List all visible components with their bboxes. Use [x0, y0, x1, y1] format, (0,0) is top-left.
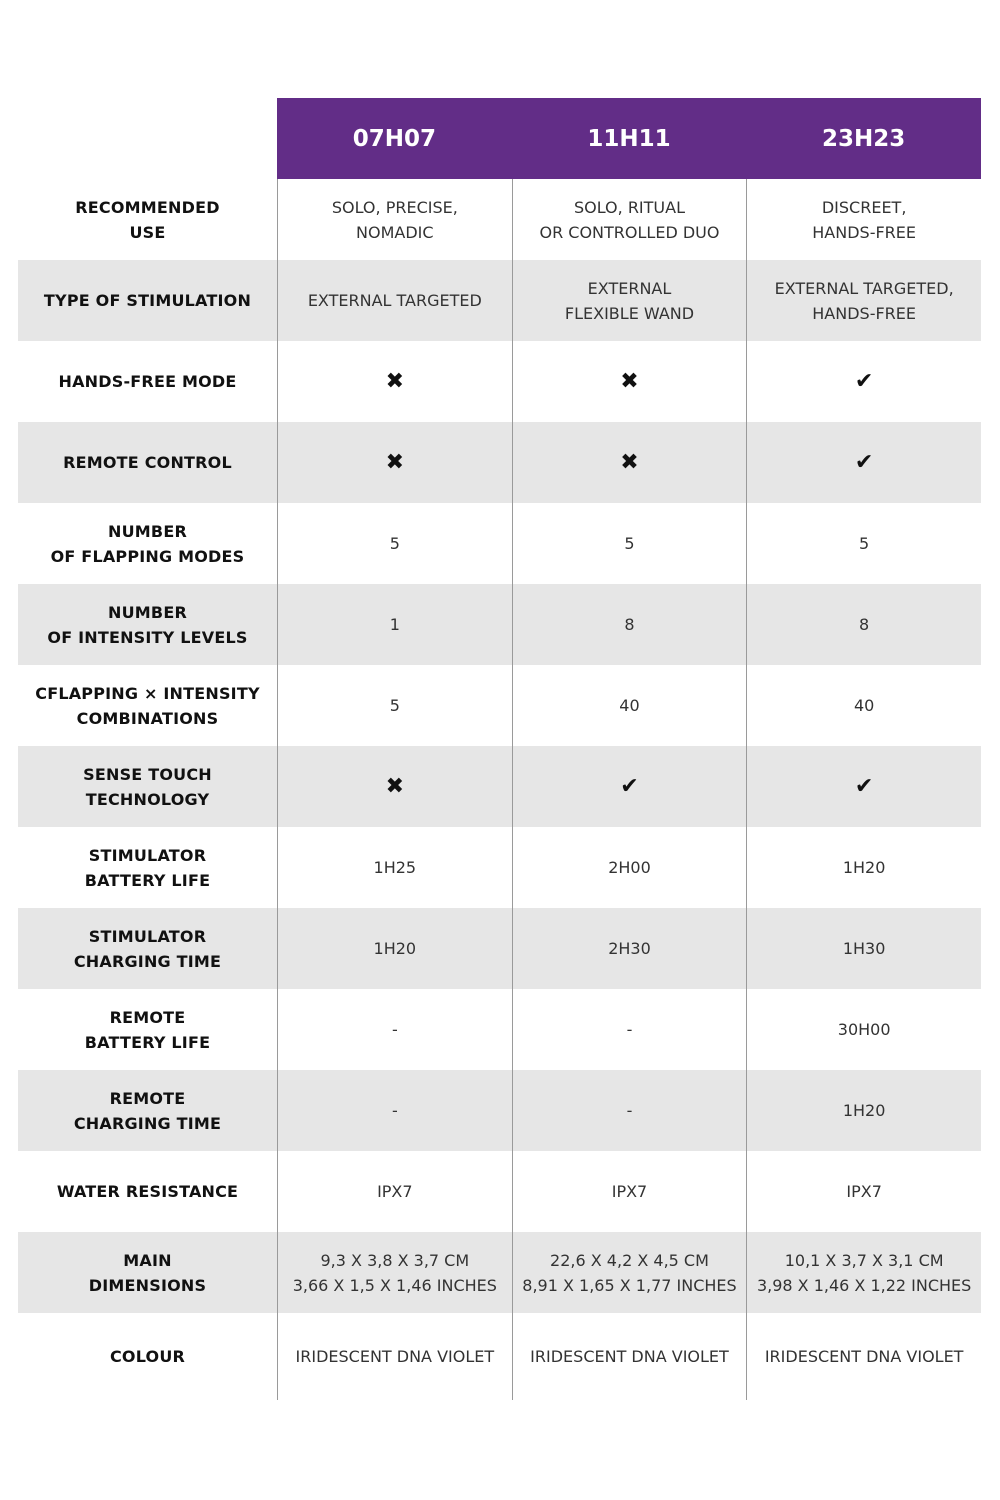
table-row: HANDS-FREE MODE ✖ ✖ ✔	[18, 341, 981, 422]
table-cell: 10,1 X 3,7 X 3,1 CM 3,98 X 1,46 X 1,22 I…	[746, 1232, 981, 1313]
table-cell: 8	[746, 584, 981, 665]
header-blank	[18, 98, 277, 179]
table-cell: 5	[277, 503, 512, 584]
row-label: TYPE OF STIMULATION	[43, 291, 252, 310]
table-row: MAIN DIMENSIONS 9,3 X 3,8 X 3,7 CM 3,66 X…	[18, 1232, 981, 1313]
table-cell: 1H20	[277, 908, 512, 989]
cross-icon: ✖	[277, 341, 512, 422]
product-header-23h23: 23H23	[746, 98, 981, 179]
table-row: COLOUR IRIDESCENT DNA VIOLET IRIDESCENT DN…	[18, 1313, 981, 1400]
table-row: REMOTE CHARGING TIME - -1H20	[18, 1070, 981, 1151]
table-cell: 22,6 X 4,2 X 4,5 CM 8,91 X 1,65 X 1,77 I…	[511, 1232, 747, 1313]
product-header-11h11: 11H11	[511, 98, 747, 179]
check-icon: ✔	[746, 746, 981, 827]
table-cell: 9,3 X 3,8 X 3,7 CM 3,66 X 1,5 X 1,46 INC…	[277, 1232, 512, 1313]
table-cell: 8	[511, 584, 747, 665]
table-row: CFLAPPING × INTENSITY COMBINATIONS 5 40 40	[18, 665, 981, 746]
row-label: STIMULATOR CHARGING TIME	[73, 926, 222, 971]
table-cell: 40	[746, 665, 981, 746]
table-cell: -	[511, 989, 747, 1070]
table-cell: 30H00	[746, 989, 981, 1070]
table-cell: 1H25	[277, 827, 512, 908]
row-label: MAIN DIMENSIONS	[88, 1250, 207, 1295]
table-cell: IPX7	[746, 1151, 981, 1232]
table-cell: IRIDESCENT DNA VIOLET	[746, 1313, 981, 1400]
table-row: REMOTE CONTROL ✖ ✖ ✔	[18, 422, 981, 503]
table-cell: SOLO, PRECISE, NOMADIC	[277, 179, 512, 260]
row-label: HANDS-FREE MODE	[58, 372, 237, 391]
cross-icon: ✖	[511, 422, 747, 503]
table-cell: 5	[511, 503, 747, 584]
table-cell: -	[277, 989, 512, 1070]
comparison-table: 07H07 11H11 23H23 RECOMMENDED USE SOLO, P…	[18, 98, 981, 1400]
row-label: RECOMMENDED USE	[75, 197, 220, 242]
check-icon: ✔	[511, 746, 747, 827]
row-label: REMOTE CHARGING TIME	[73, 1088, 222, 1133]
cross-icon: ✖	[277, 422, 512, 503]
table-cell: 5	[746, 503, 981, 584]
table-cell: 2H00	[511, 827, 747, 908]
table-cell: -	[511, 1070, 747, 1151]
table-cell: DISCREET, HANDS-FREE	[746, 179, 981, 260]
table-row: STIMULATOR BATTERY LIFE 1H25 2H00 1H20	[18, 827, 981, 908]
table-cell: 1H20	[746, 827, 981, 908]
cross-icon: ✖	[277, 746, 512, 827]
row-label: NUMBER OF INTENSITY LEVELS	[47, 602, 248, 647]
table-cell: IPX7	[277, 1151, 512, 1232]
table-cell: 40	[511, 665, 747, 746]
table-cell: EXTERNAL TARGETED, HANDS-FREE	[746, 260, 981, 341]
table-cell: 2H30	[511, 908, 747, 989]
row-label: STIMULATOR BATTERY LIFE	[84, 845, 211, 890]
cross-icon: ✖	[511, 341, 747, 422]
table-cell: IRIDESCENT DNA VIOLET	[511, 1313, 747, 1400]
row-label: SENSE TOUCH TECHNOLOGY	[83, 764, 212, 809]
table-row: REMOTE BATTERY LIFE - -30H00	[18, 989, 981, 1070]
table-row: NUMBER OF FLAPPING MODES 5 5 5	[18, 503, 981, 584]
table-row: SENSE TOUCH TECHNOLOGY ✖ ✔ ✔	[18, 746, 981, 827]
row-label: REMOTE BATTERY LIFE	[84, 1007, 211, 1052]
row-label: WATER RESISTANCE	[56, 1182, 239, 1201]
row-label: REMOTE CONTROL	[63, 453, 232, 472]
table-row: WATER RESISTANCE IPX7 IPX7 IPX7	[18, 1151, 981, 1232]
product-header-07h07: 07H07	[277, 98, 512, 179]
row-label: NUMBER OF FLAPPING MODES	[50, 521, 245, 566]
table-row: STIMULATOR CHARGING TIME 1H20 2H30 1H30	[18, 908, 981, 989]
table-cell: 5	[277, 665, 512, 746]
header-row: 07H07 11H11 23H23	[18, 98, 981, 179]
table-row: RECOMMENDED USE SOLO, PRECISE, NOMADIC SOL…	[18, 179, 981, 260]
check-icon: ✔	[746, 422, 981, 503]
check-icon: ✔	[746, 341, 981, 422]
row-label: CFLAPPING × INTENSITY COMBINATIONS	[35, 683, 260, 728]
table-cell: EXTERNAL TARGETED	[277, 260, 512, 341]
table-cell: 1H20	[746, 1070, 981, 1151]
table-row: TYPE OF STIMULATION EXTERNAL TARGETED EXTE…	[18, 260, 981, 341]
table-cell: -	[277, 1070, 512, 1151]
table-row: NUMBER OF INTENSITY LEVELS 1 8 8	[18, 584, 981, 665]
table-cell: SOLO, RITUAL OR CONTROLLED DUO	[511, 179, 747, 260]
table-cell: 1H30	[746, 908, 981, 989]
table-cell: IPX7	[511, 1151, 747, 1232]
row-label: COLOUR	[109, 1347, 186, 1366]
table-cell: EXTERNAL FLEXIBLE WAND	[511, 260, 747, 341]
table-cell: 1	[277, 584, 512, 665]
table-cell: IRIDESCENT DNA VIOLET	[277, 1313, 512, 1400]
